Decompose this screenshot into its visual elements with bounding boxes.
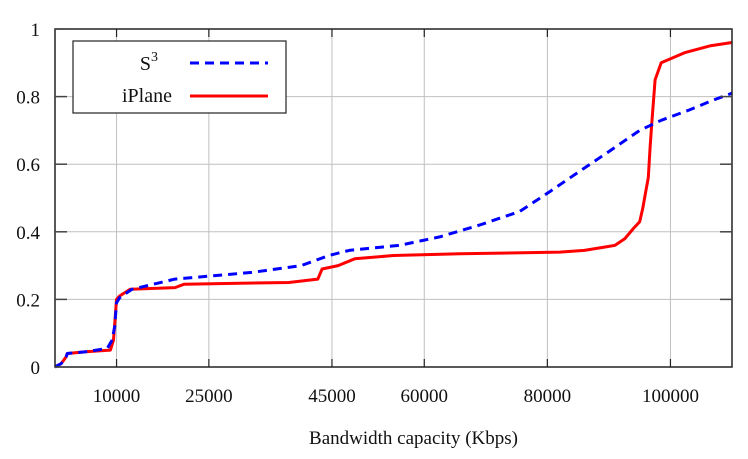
- x-tick-label: 100000: [642, 386, 699, 407]
- legend-box: [72, 40, 287, 114]
- legend-label-s3: S3: [140, 50, 158, 75]
- y-tick-label: 1: [31, 20, 41, 41]
- y-tick-label: 0: [31, 358, 41, 379]
- series-layer: [54, 41, 733, 369]
- x-tick-label: 80000: [524, 386, 572, 407]
- y-tick-label: 0.2: [16, 290, 40, 311]
- y-tick-labels: 0 0.2 0.4 0.6 0.8 1: [16, 20, 40, 379]
- series-line-s3: [54, 91, 733, 369]
- x-tick-label: 25000: [185, 386, 233, 407]
- legend-label-iplane: iPlane: [122, 85, 172, 107]
- grid-lines: [55, 29, 732, 367]
- x-tick-label: 45000: [308, 386, 356, 407]
- plot-frame: [54, 28, 733, 368]
- y-tick-label: 0.4: [16, 223, 40, 244]
- x-axis-label: Bandwidth capacity (Kbps): [309, 428, 518, 449]
- x-tick-label: 60000: [401, 386, 449, 407]
- series-line-iplane: [54, 41, 733, 369]
- y-tick-label: 0.8: [16, 88, 40, 109]
- legend: S3 iPlane: [72, 40, 287, 114]
- legend-item-iplane: iPlane: [122, 85, 268, 107]
- y-tick-label: 0.6: [16, 155, 40, 176]
- legend-item-s3: S3: [140, 50, 268, 75]
- axis-ticks: [55, 28, 732, 368]
- x-tick-label: 10000: [93, 386, 141, 407]
- x-tick-labels: 10000 25000 45000 60000 80000 100000: [93, 386, 699, 407]
